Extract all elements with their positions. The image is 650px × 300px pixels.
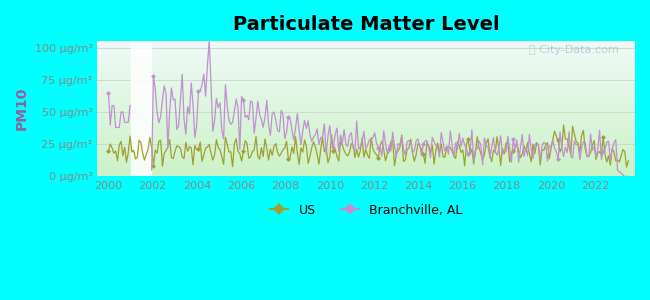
Legend: US, Branchville, AL: US, Branchville, AL [265, 199, 468, 222]
Branchville, AL [105, 91, 112, 94]
Bar [131, 41, 151, 176]
Text: ⦿ City-Data.com: ⦿ City-Data.com [529, 45, 619, 55]
US [112, 149, 120, 153]
Line: Branchville, AL: Branchville, AL [107, 39, 630, 178]
Branchville, AL [229, 120, 237, 124]
US [625, 159, 632, 163]
US [606, 164, 614, 167]
Y-axis label: PM10: PM10 [15, 87, 29, 130]
Title: Particulate Matter Level: Particulate Matter Level [233, 15, 499, 34]
Branchville, AL [625, 175, 632, 178]
US [623, 165, 630, 169]
Branchville, AL [419, 142, 427, 146]
Line: US: US [107, 123, 630, 169]
US [227, 150, 235, 154]
US [333, 154, 341, 158]
US [560, 123, 567, 127]
Branchville, AL [606, 159, 614, 163]
US [558, 145, 566, 149]
US [105, 149, 112, 152]
Branchville, AL [335, 149, 343, 153]
US [417, 147, 425, 151]
Branchville, AL [112, 126, 120, 129]
Branchville, AL [560, 155, 567, 158]
